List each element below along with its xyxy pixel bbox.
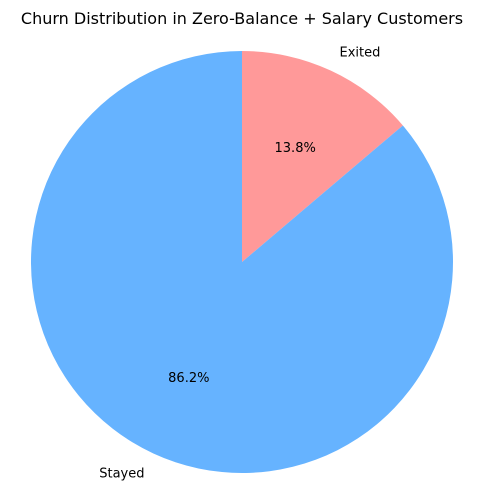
slice-percent-label: 86.2% xyxy=(168,371,209,386)
pie-labels: 13.8% Exited 86.2% Stayed xyxy=(99,45,380,481)
slice-percent-label: 13.8% xyxy=(275,141,316,156)
pie-slice-stayed xyxy=(30,51,453,474)
slice-category-label: Exited xyxy=(340,45,381,60)
slice-category-label: Stayed xyxy=(99,467,144,482)
pie-slice-exited xyxy=(242,51,403,262)
pie-slices xyxy=(30,51,453,474)
chart-title: Churn Distribution in Zero-Balance + Sal… xyxy=(21,9,463,28)
